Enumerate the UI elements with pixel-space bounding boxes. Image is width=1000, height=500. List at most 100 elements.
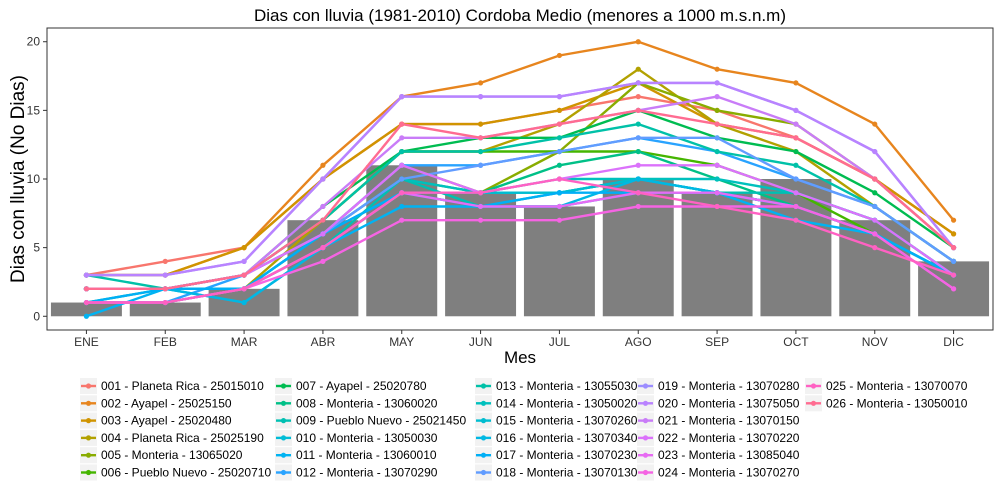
x-tick-label: AGO [625,335,652,349]
series-26-point [477,135,484,141]
series-20-point [162,272,168,278]
series-24-point [872,231,878,237]
series-2-point [872,121,878,127]
series-20-point [83,272,90,278]
series-3-point [241,245,247,251]
legend-label: 019 - Monteria - 13070280 [658,379,800,393]
legend-key-point [85,469,92,476]
series-8-point [556,162,563,168]
series-26-point [793,135,799,141]
legend-key-point [85,418,92,424]
x-tick-label: ENE [74,335,99,349]
series-22-point [793,190,799,196]
legend-label: 006 - Pueblo Nuevo - 25020710 [101,466,271,480]
series-2-point [556,52,563,59]
series-20-point [556,94,563,100]
series-13-point [714,148,720,155]
legend-label: 022 - Monteria - 13070220 [658,431,800,445]
legend-key-point [280,435,287,441]
series-11-point [399,203,405,210]
series-24-point [399,217,405,223]
legend-key-point [642,435,649,441]
series-26-point [399,121,405,127]
legend-key-point [280,452,287,458]
series-25-point [320,245,326,251]
series-25-point [872,245,878,251]
series-2-point [793,80,799,86]
series-26-point [635,107,641,113]
legend-key-point [810,383,817,389]
series-21-point [793,121,799,127]
series-24-point [635,203,641,210]
x-tick-label: SEP [705,335,729,349]
legend-label: 002 - Ayapel - 25025150 [101,396,232,410]
series-22-point [872,217,878,223]
series-2-point [320,162,326,168]
series-7-point [793,148,799,155]
x-axis-title: Mes [504,348,536,367]
legend-key-point [480,400,487,406]
legend-label: 008 - Monteria - 13060020 [296,396,438,410]
series-5-point [714,107,720,113]
series-25-point [714,203,720,210]
y-axis-title: Dias con lluvia (No Dias) [8,75,29,283]
series-25-point [793,217,799,223]
chart-title: Dias con lluvia (1981-2010) Cordoba Medi… [254,6,786,25]
series-1-point [635,94,641,100]
series-21-point [399,135,405,141]
series-13-point [793,162,799,168]
legend-label: 020 - Monteria - 13075050 [658,396,800,410]
series-25-point [556,176,563,182]
legend-key-point [480,469,487,476]
bar-jun [445,192,517,317]
series-line-26 [86,109,955,290]
legend-key-point [280,400,287,406]
legend-key-point [85,452,92,458]
series-24-point [320,258,326,264]
legend-key-point [810,400,817,406]
legend-key-point [85,383,92,389]
legend-label: 009 - Pueblo Nuevo - 25021450 [296,414,466,428]
series-20-point [477,94,484,100]
series-line-25 [86,177,954,304]
x-tick-label: DIC [943,335,964,349]
legend-key-point [642,400,649,406]
series-3-point [477,121,484,127]
legend-label: 025 - Monteria - 13070070 [826,379,968,393]
series-20-point [399,94,405,100]
series-24-point [556,217,563,223]
x-tick-label: NOV [862,335,888,349]
series-25-point [399,190,405,196]
series-13-point [635,121,641,127]
legend-key-point [280,418,287,424]
series-18-point [714,135,720,141]
series-18-point [793,176,799,182]
series-16-point [241,299,247,306]
legend-label: 016 - Monteria - 13070340 [496,431,638,445]
series-1-point [162,258,168,264]
bar-feb [129,302,201,317]
series-26-point [162,286,168,292]
bar-jul [523,206,595,317]
series-20-point [320,176,326,182]
series-23-point [714,190,720,196]
series-25-point [83,299,90,306]
series-26-point [714,121,720,127]
series-20-point [635,80,641,86]
series-26-point [320,217,326,223]
series-24-point [950,286,957,292]
series-2-point [635,39,641,45]
series-26-point [950,245,957,251]
series-17-point [556,190,563,196]
series-18-point [399,176,405,182]
series-22-point [635,162,641,168]
series-25-point [241,286,247,292]
legend-key-point [642,452,649,458]
series-22-point [399,162,405,168]
legend-label: 012 - Monteria - 13070290 [296,466,438,480]
y-tick-label: 15 [27,103,41,117]
series-26-point [83,286,90,292]
series-18-point [477,162,484,168]
series-18-point [872,203,878,210]
